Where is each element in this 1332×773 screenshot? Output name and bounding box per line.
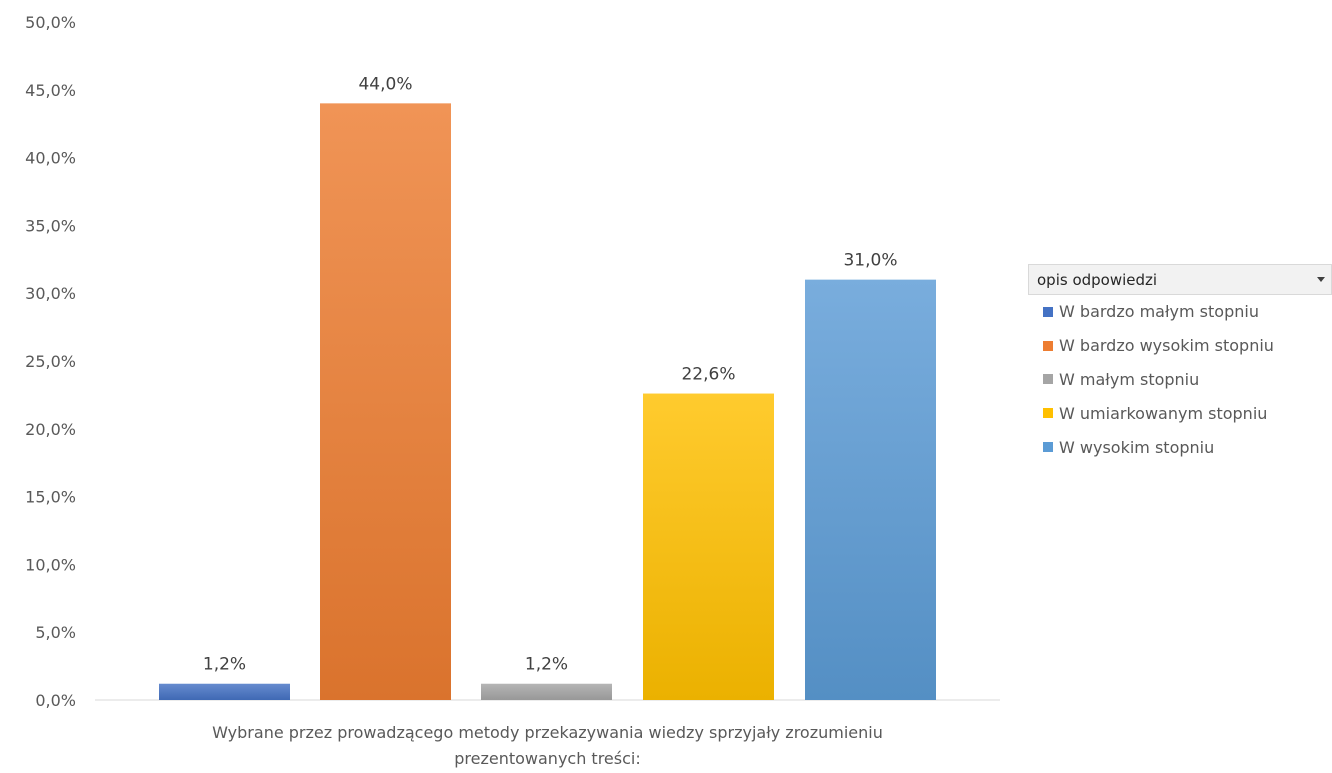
dropdown-arrow-icon[interactable] bbox=[1317, 277, 1325, 282]
bars-group bbox=[159, 103, 936, 701]
legend-swatch bbox=[1043, 408, 1053, 419]
legend: opis odpowiedzi W bardzo małym stopniu W… bbox=[1028, 264, 1332, 464]
legend-swatch bbox=[1043, 340, 1053, 351]
y-tick-label: 15,0% bbox=[25, 488, 76, 507]
data-labels-group: 1,2% 44,0% 1,2% 22,6% 31,0% bbox=[203, 74, 898, 674]
y-tick-label: 20,0% bbox=[25, 420, 76, 439]
bar[interactable] bbox=[643, 393, 774, 700]
bar[interactable] bbox=[805, 279, 936, 700]
y-tick-label: 35,0% bbox=[25, 216, 76, 235]
y-axis-tick-labels: 0,0% 5,0% 10,0% 15,0% 20,0% 25,0% 30,0% 35,0% 40… bbox=[25, 13, 76, 710]
y-tick-label: 5,0% bbox=[35, 623, 76, 642]
legend-item-label: W umiarkowanym stopniu bbox=[1059, 403, 1268, 423]
bar[interactable] bbox=[320, 103, 451, 701]
bar[interactable] bbox=[481, 683, 612, 700]
legend-item-label: W bardzo małym stopniu bbox=[1059, 302, 1259, 322]
y-tick-label: 25,0% bbox=[25, 352, 76, 371]
legend-item-label: W małym stopniu bbox=[1059, 369, 1200, 389]
data-label: 1,2% bbox=[525, 655, 568, 675]
legend-swatch bbox=[1043, 306, 1053, 317]
bar[interactable] bbox=[159, 683, 290, 700]
x-category-label: Wybrane przez prowadzącego metody przeka… bbox=[212, 723, 883, 768]
data-label: 22,6% bbox=[681, 365, 735, 385]
y-tick-label: 45,0% bbox=[25, 81, 76, 100]
y-tick-label: 0,0% bbox=[35, 691, 76, 710]
legend-item-bardzo-wysokim[interactable]: W bardzo wysokim stopniu bbox=[1028, 329, 1332, 363]
legend-field-button[interactable]: opis odpowiedzi bbox=[1028, 264, 1332, 295]
y-tick-label: 50,0% bbox=[25, 13, 76, 32]
data-label: 44,0% bbox=[358, 74, 412, 94]
legend-item-umiarkowanym[interactable]: W umiarkowanym stopniu bbox=[1028, 396, 1332, 430]
legend-field-button-label: opis odpowiedzi bbox=[1037, 270, 1158, 289]
x-category-label-line: Wybrane przez prowadzącego metody przeka… bbox=[212, 723, 883, 742]
legend-list: W bardzo małym stopniu W bardzo wysokim … bbox=[1028, 295, 1332, 464]
y-tick-label: 40,0% bbox=[25, 149, 76, 168]
legend-swatch bbox=[1043, 442, 1053, 453]
y-tick-label: 30,0% bbox=[25, 284, 76, 303]
x-category-label-line: prezentowanych treści: bbox=[454, 749, 641, 768]
y-tick-label: 10,0% bbox=[25, 555, 76, 574]
legend-item-label: W bardzo wysokim stopniu bbox=[1059, 336, 1274, 356]
data-label: 31,0% bbox=[843, 251, 897, 271]
data-label: 1,2% bbox=[203, 655, 246, 675]
legend-swatch bbox=[1043, 374, 1053, 385]
legend-item-malym[interactable]: W małym stopniu bbox=[1028, 363, 1332, 397]
legend-item-label: W wysokim stopniu bbox=[1059, 437, 1215, 457]
legend-item-wysokim[interactable]: W wysokim stopniu bbox=[1028, 430, 1332, 464]
legend-item-bardzo-malym[interactable]: W bardzo małym stopniu bbox=[1028, 295, 1332, 329]
